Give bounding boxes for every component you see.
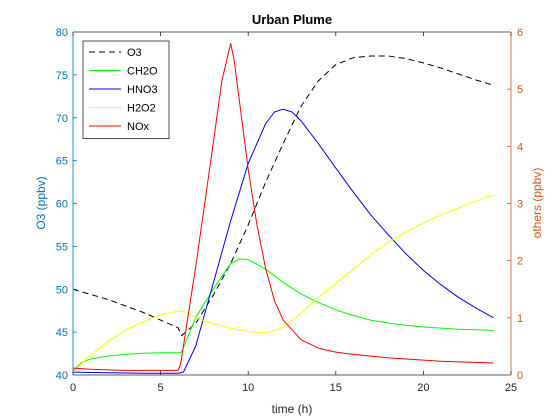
series-line-nox — [72, 42, 494, 371]
x-tick-label: 10 — [242, 382, 254, 394]
legend-box — [82, 40, 170, 139]
series-line-hno3 — [72, 108, 494, 374]
y-left-tick-label: 75 — [56, 70, 68, 82]
y-right-tick-label: 4 — [517, 141, 523, 153]
y-right-tick-label: 1 — [517, 313, 523, 325]
y-left-tick-label: 65 — [56, 156, 68, 168]
y-right-tick-label: 5 — [517, 84, 523, 96]
y-right-tick-label: 0 — [517, 370, 523, 382]
x-tick-label: 20 — [417, 382, 429, 394]
y-right-tick-label: 3 — [517, 199, 523, 211]
x-tick-label: 15 — [330, 382, 342, 394]
series-line-o3 — [72, 55, 494, 337]
legend-label-ch2o: CH2O — [127, 66, 158, 78]
y-axis-right-label: others (ppbv) — [530, 168, 544, 239]
series-layer — [72, 42, 494, 374]
series-line-h2o2 — [72, 194, 494, 373]
y-left-tick-label: 70 — [56, 113, 68, 125]
x-tick-label: 0 — [70, 382, 76, 394]
series-line-ch2o — [72, 258, 494, 372]
y-right-tick-label: 2 — [517, 256, 523, 268]
y-left-tick-label: 80 — [56, 27, 68, 39]
legend-label-o3: O3 — [127, 47, 142, 59]
y-axis-left-label: O3 (ppbv) — [34, 176, 48, 229]
legend-label-hno3: HNO3 — [127, 84, 158, 96]
x-tick-label: 5 — [158, 382, 164, 394]
y-left-tick-label: 60 — [56, 199, 68, 211]
legend: O3 CH2O HNO3 H2O2 NOx — [82, 40, 170, 139]
chart-title: Urban Plume — [252, 12, 332, 27]
y-left-tick-label: 50 — [56, 284, 68, 296]
legend-label-nox: NOx — [127, 121, 150, 133]
y-left-tick-label: 55 — [56, 241, 68, 253]
x-tick-label: 25 — [505, 382, 517, 394]
y-right-tick-label: 6 — [517, 27, 523, 39]
x-axis-label: time (h) — [272, 402, 313, 416]
y-left-tick-label: 40 — [56, 370, 68, 382]
y-left-tick-label: 45 — [56, 327, 68, 339]
legend-label-h2o2: H2O2 — [127, 103, 156, 115]
